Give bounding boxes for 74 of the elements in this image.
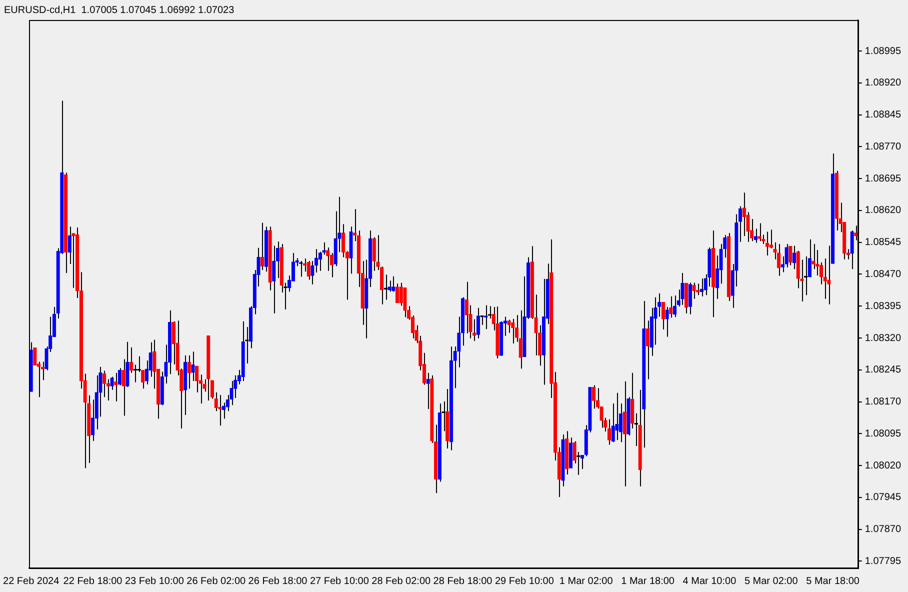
x-tick-label: 26 Feb 18:00 xyxy=(248,576,308,587)
y-tick-label: 1.08845 xyxy=(864,110,902,121)
candlestick xyxy=(137,356,141,373)
x-tick-label: 5 Mar 18:00 xyxy=(806,576,860,587)
candlestick xyxy=(33,347,37,366)
x-tick-label: 28 Feb 18:00 xyxy=(433,576,493,587)
candlestick xyxy=(658,292,662,318)
candlestick xyxy=(372,236,376,272)
candlestick xyxy=(758,222,762,242)
y-tick-label: 1.08695 xyxy=(864,173,902,184)
candlestick xyxy=(850,230,854,270)
candlestick xyxy=(784,244,788,268)
x-tick-label: 1 Mar 02:00 xyxy=(559,576,614,587)
candlestick xyxy=(426,372,430,410)
candlestick xyxy=(592,384,596,410)
x-tick-label: 23 Feb 10:00 xyxy=(124,576,184,587)
candlestick xyxy=(122,358,126,416)
x-tick-label: 5 Mar 02:00 xyxy=(744,576,798,587)
y-tick-label: 1.08920 xyxy=(864,78,902,89)
candlestick xyxy=(607,418,612,446)
candlestick xyxy=(214,392,218,412)
y-tick-label: 1.08995 xyxy=(864,46,902,57)
candlestick xyxy=(692,282,696,300)
y-tick-label: 1.07795 xyxy=(864,556,902,567)
x-tick-label: 4 Mar 10:00 xyxy=(682,576,737,587)
candlestick xyxy=(611,402,615,443)
candlestick xyxy=(615,392,619,441)
candlestick xyxy=(68,226,72,265)
candlestick xyxy=(218,394,222,426)
y-tick-label: 1.08395 xyxy=(864,300,902,312)
y-tick-label: 1.08095 xyxy=(864,428,902,440)
y-tick-label: 1.08320 xyxy=(864,332,902,344)
candlestick xyxy=(191,351,195,382)
candlestick xyxy=(630,372,634,430)
y-tick-label: 1.08245 xyxy=(864,364,902,376)
x-tick-label: 26 Feb 02:00 xyxy=(186,576,246,587)
candlestick xyxy=(812,244,816,270)
y-tick-label: 1.08020 xyxy=(864,460,902,472)
candlestick xyxy=(507,319,511,334)
x-tick-label: 27 Feb 10:00 xyxy=(310,576,370,587)
candlestick xyxy=(399,282,403,306)
candlestick xyxy=(827,245,831,305)
candlestick xyxy=(272,245,276,314)
y-tick-label: 1.08170 xyxy=(864,396,902,408)
y-tick-label: 1.08470 xyxy=(864,268,902,280)
chart-title: EURUSD-cd,H1 1.07005 1.07045 1.06992 1.07023 xyxy=(4,4,235,16)
candlestick xyxy=(260,222,264,270)
candlestick xyxy=(680,272,684,306)
candlestick xyxy=(572,440,576,464)
candlestick xyxy=(476,307,480,339)
candlestick xyxy=(665,306,669,338)
x-tick-label: 28 Feb 02:00 xyxy=(372,576,432,587)
x-tick-label: 22 Feb 18:00 xyxy=(63,576,123,587)
candlestick xyxy=(518,310,522,370)
y-tick-label: 1.08545 xyxy=(864,237,902,248)
x-tick-label: 29 Feb 10:00 xyxy=(494,576,554,587)
y-tick-label: 1.08620 xyxy=(864,205,902,216)
candlestick xyxy=(102,370,106,398)
candlestick xyxy=(472,318,476,342)
candlestick xyxy=(622,380,626,487)
candlestick xyxy=(310,260,314,285)
candlestick xyxy=(646,320,650,380)
y-tick-label: 1.07870 xyxy=(864,524,902,536)
candlestick xyxy=(318,251,322,272)
y-tick-label: 1.08770 xyxy=(864,141,902,152)
candlestick xyxy=(792,245,796,270)
x-tick-label: 1 Mar 18:00 xyxy=(621,576,675,587)
candlestick xyxy=(464,281,468,334)
y-tick-label: 1.07945 xyxy=(864,492,902,504)
candlestick xyxy=(688,282,692,315)
candlestick xyxy=(777,244,781,276)
candlestick xyxy=(326,246,330,272)
x-tick-label: 22 Feb 2024 xyxy=(3,576,60,587)
candlestick xyxy=(484,304,488,330)
